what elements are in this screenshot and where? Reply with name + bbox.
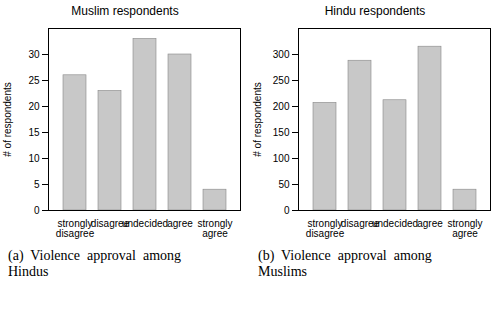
svg-text:stronglyagree: stronglyagree	[197, 218, 232, 239]
html-text:(a) Violence approval among Hi: (a) Violence approval among Hindus	[8, 248, 182, 279]
svg-text:10: 10	[28, 153, 40, 164]
svg-text:50: 50	[278, 179, 290, 190]
svg-text:250: 250	[273, 75, 290, 86]
svg-text:150: 150	[273, 127, 290, 138]
svg-text:stronglydisagree: stronglydisagree	[56, 218, 95, 239]
svg-text:0: 0	[284, 205, 290, 216]
html-text:Muslim respondents: Muslim respondents	[71, 4, 179, 18]
svg-text:15: 15	[28, 127, 40, 138]
svg-text:disagree: disagree	[90, 217, 130, 229]
svg-text:5: 5	[34, 179, 40, 190]
svg-text:undecided: undecided	[372, 218, 418, 229]
svg-text:agree: agree	[417, 218, 443, 229]
svg-text:200: 200	[273, 101, 290, 112]
svg-text:300: 300	[273, 49, 290, 60]
svg-text:agree: agree	[167, 218, 193, 229]
svg-text:20: 20	[28, 101, 40, 112]
svg-text:30: 30	[28, 49, 40, 60]
html-text:(b) Violence approval among Mu: (b) Violence approval among Muslims	[258, 248, 432, 279]
html-text:Hindu respondents: Hindu respondents	[324, 4, 426, 18]
svg-text:# of respondents: # of respondents	[2, 82, 13, 157]
svg-text:undecided: undecided	[122, 218, 168, 229]
svg-text:25: 25	[28, 75, 40, 86]
svg-text:100: 100	[273, 153, 290, 164]
svg-text:stronglyagree: stronglyagree	[447, 218, 482, 239]
svg-text:0: 0	[34, 205, 40, 216]
svg-text:# of respondents: # of respondents	[252, 82, 263, 157]
svg-text:stronglydisagree: stronglydisagree	[306, 218, 345, 239]
svg-text:disagree: disagree	[340, 217, 380, 229]
